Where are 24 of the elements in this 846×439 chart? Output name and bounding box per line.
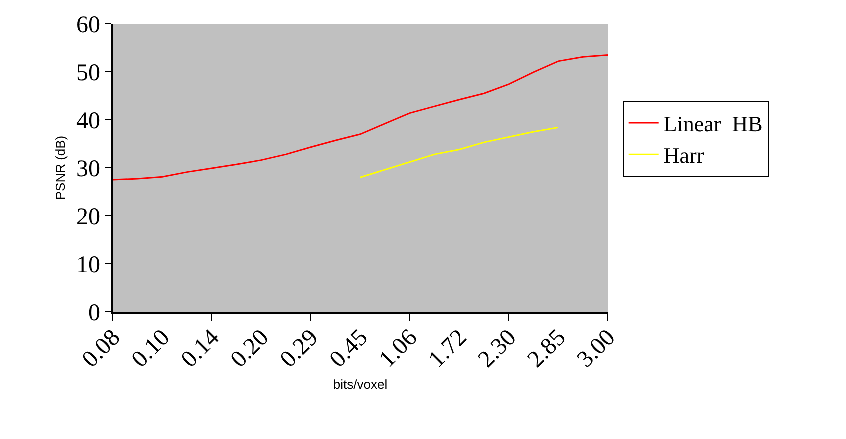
x-tick-label: 0.10 xyxy=(127,324,176,373)
y-tick-label: 20 xyxy=(76,204,100,230)
line-series xyxy=(360,126,560,178)
y-tick-label: 40 xyxy=(76,108,100,134)
x-tick-label: 1.06 xyxy=(374,324,423,373)
x-tick-label: 3.00 xyxy=(572,324,621,373)
y-tick-label: 10 xyxy=(76,252,100,278)
x-tick-label: 2.85 xyxy=(523,324,572,373)
y-tick-label: 0 xyxy=(88,300,100,326)
x-tick-label: 0.08 xyxy=(78,324,126,373)
y-tick-label: 60 xyxy=(76,12,100,38)
x-axis-title: bits/voxel xyxy=(333,377,388,392)
line-series xyxy=(113,54,608,181)
x-tick-label: 2.30 xyxy=(474,324,522,373)
x-tick-label: 0.20 xyxy=(226,324,274,373)
y-axis-title: PSNR (dB) xyxy=(52,136,68,200)
x-tick-label: 1.72 xyxy=(424,324,472,373)
legend-label: Linear HB xyxy=(664,112,763,137)
legend-label: Harr xyxy=(664,143,705,168)
y-tick-label: 30 xyxy=(76,156,100,182)
x-tick-label: 0.14 xyxy=(176,324,225,373)
y-tick-label: 50 xyxy=(76,60,100,86)
x-tick-label: 0.45 xyxy=(325,324,374,373)
x-tick-label: 0.29 xyxy=(276,324,324,373)
